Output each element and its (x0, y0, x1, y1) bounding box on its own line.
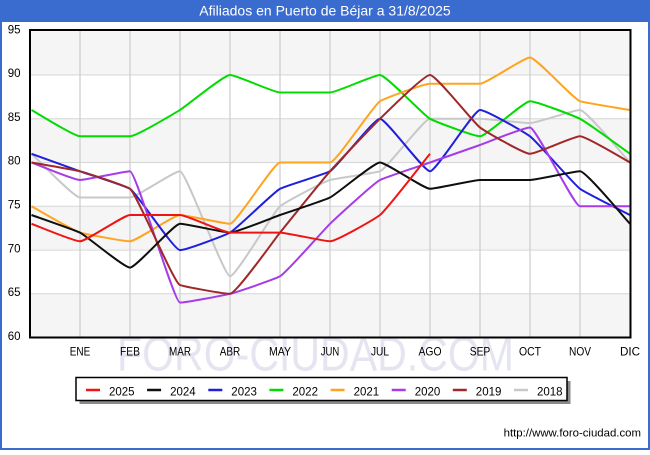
svg-text:95: 95 (8, 24, 21, 36)
svg-text:2018: 2018 (537, 387, 563, 399)
svg-text:90: 90 (8, 68, 21, 80)
svg-text:85: 85 (8, 112, 21, 124)
svg-text:FORO-CIUDAD.COM: FORO-CIUDAD.COM (117, 327, 514, 381)
svg-text:2025: 2025 (109, 387, 135, 399)
svg-text:ENE: ENE (70, 345, 91, 359)
svg-text:75: 75 (8, 200, 21, 212)
svg-text:FEB: FEB (120, 345, 140, 359)
svg-text:60: 60 (8, 331, 21, 343)
svg-text:2024: 2024 (170, 387, 196, 399)
svg-text:JUL: JUL (371, 345, 389, 359)
svg-text:NOV: NOV (569, 345, 592, 359)
svg-text:OCT: OCT (519, 345, 541, 359)
svg-text:MAR: MAR (169, 345, 191, 359)
svg-text:2021: 2021 (354, 387, 380, 399)
svg-text:MAY: MAY (269, 345, 291, 359)
svg-text:80: 80 (8, 156, 21, 168)
svg-text:SEP: SEP (470, 345, 491, 359)
svg-text:ABR: ABR (220, 345, 241, 359)
svg-text:2020: 2020 (415, 387, 441, 399)
svg-text:70: 70 (8, 243, 21, 255)
svg-text:2019: 2019 (476, 387, 502, 399)
svg-text:2022: 2022 (292, 387, 318, 399)
svg-text:65: 65 (8, 287, 21, 299)
svg-text:AGO: AGO (419, 345, 442, 359)
svg-text:JUN: JUN (321, 345, 340, 359)
svg-text:2023: 2023 (231, 387, 257, 399)
svg-text:DIC: DIC (620, 345, 640, 359)
svg-text:http://www.foro-ciudad.com: http://www.foro-ciudad.com (504, 428, 641, 440)
svg-text:Afiliados en Puerto de Béjar a: Afiliados en Puerto de Béjar a 31/8/2025 (199, 3, 451, 19)
